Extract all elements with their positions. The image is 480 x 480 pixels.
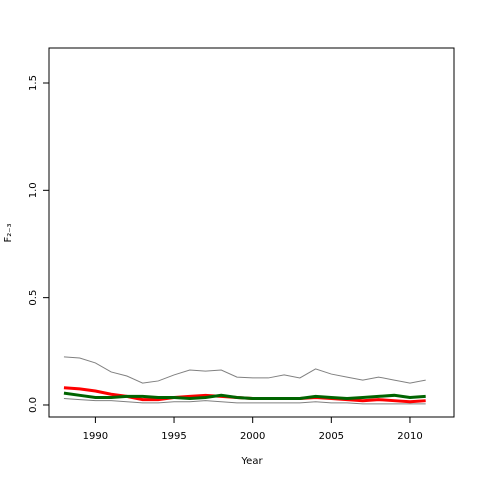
y-tick-label: 0.5	[28, 290, 39, 306]
x-tick-label: 1995	[161, 431, 186, 442]
y-tick-label: 0.0	[28, 397, 39, 413]
y-tick-label: 1.0	[28, 182, 39, 198]
y-axis-label: F₂₋₃	[3, 223, 14, 242]
x-axis-label: Year	[240, 456, 263, 467]
plot-frame	[48, 47, 455, 418]
x-tick-label: 1990	[83, 431, 108, 442]
series-line	[63, 386, 426, 404]
series-line	[63, 398, 426, 405]
x-tick-label: 2000	[240, 431, 265, 442]
series-line	[63, 356, 426, 384]
x-tick-label: 2005	[319, 431, 344, 442]
series-line	[63, 391, 426, 401]
x-tick-label: 2010	[397, 431, 422, 442]
y-tick-label: 1.5	[28, 75, 39, 91]
